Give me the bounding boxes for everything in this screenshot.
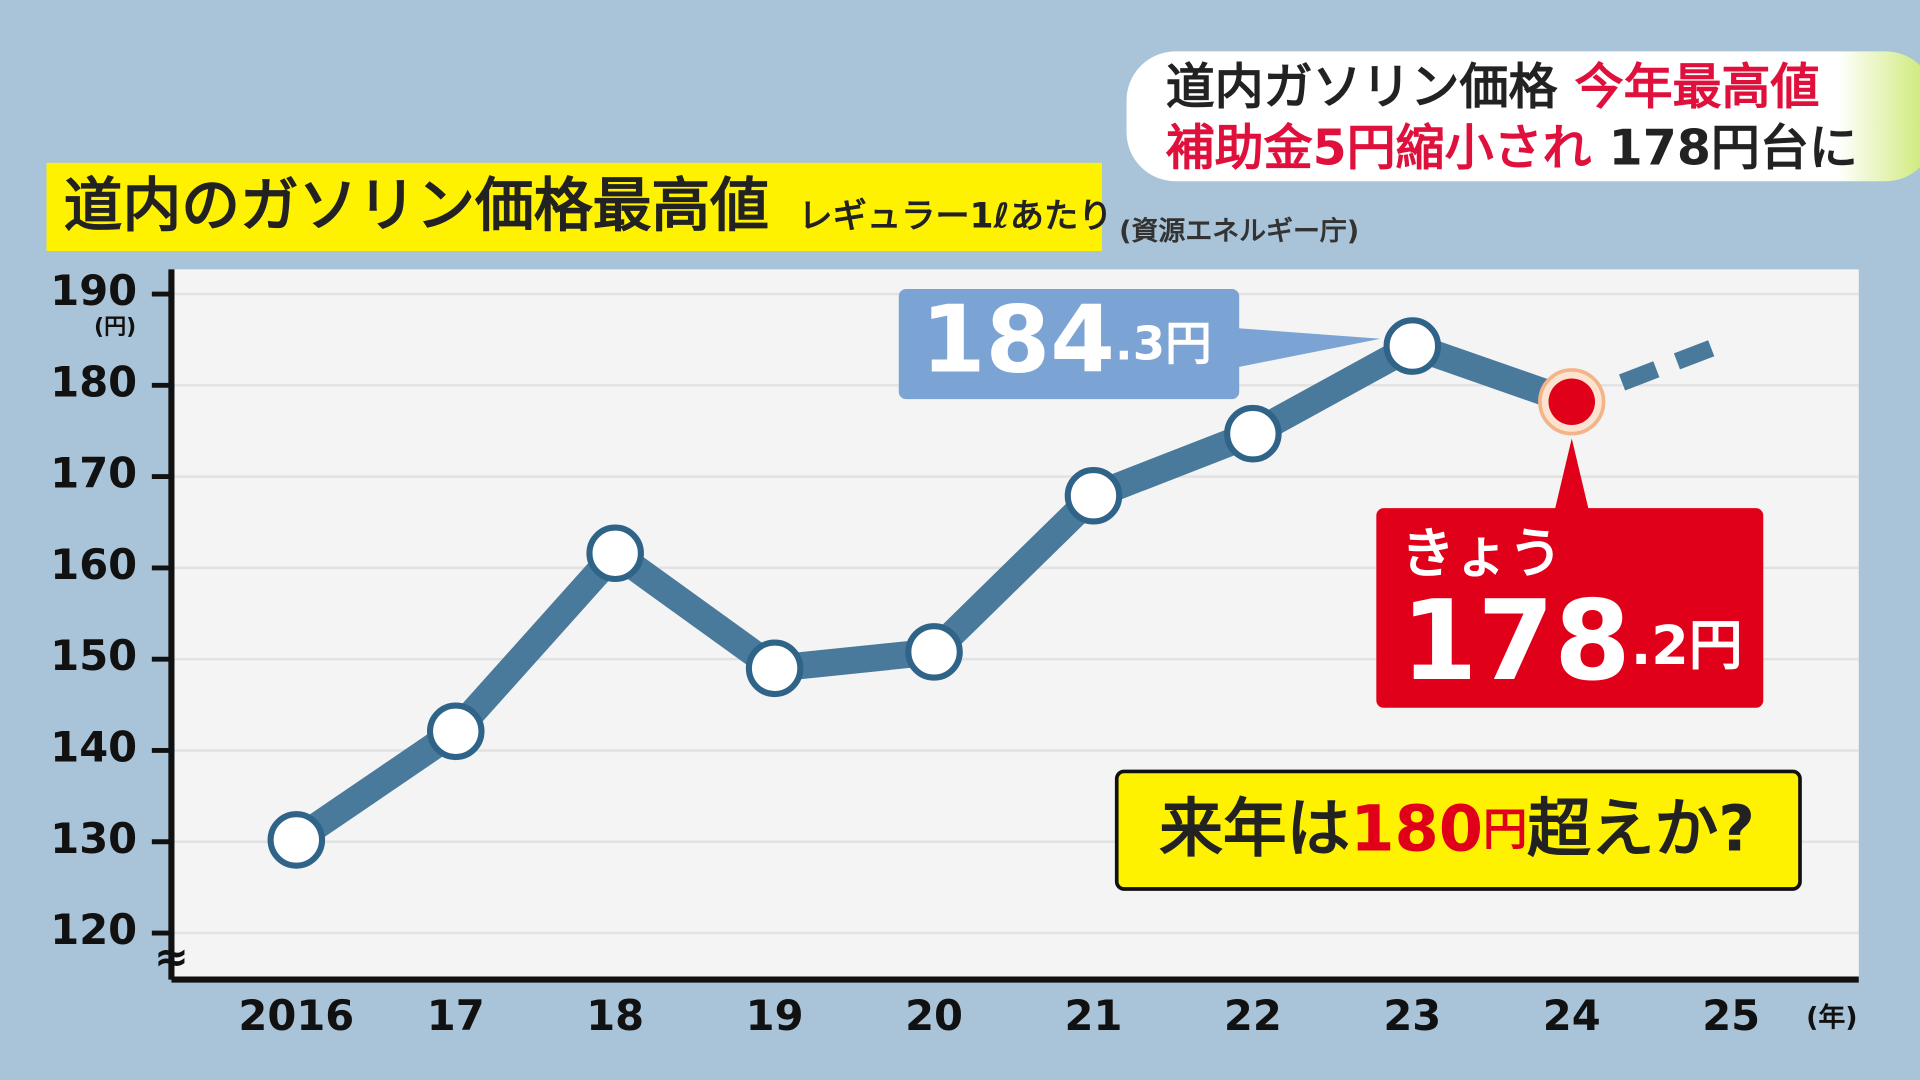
label-main: 178 bbox=[1401, 577, 1631, 705]
chart-subtitle: レギュラー1ℓあたり bbox=[798, 196, 1112, 236]
note-part: 来年は bbox=[1159, 792, 1350, 866]
headline-part: 道内ガソリン価格 bbox=[1166, 58, 1559, 115]
label-sub: .2円 bbox=[1631, 614, 1743, 677]
x-tick-label: 21 bbox=[1065, 991, 1123, 1040]
callout-pointer bbox=[1554, 438, 1589, 511]
data-point bbox=[905, 623, 963, 681]
y-tick-label: 190 bbox=[50, 266, 137, 315]
y-axis-label: (円) bbox=[94, 315, 136, 340]
note-part: 超えか? bbox=[1527, 792, 1755, 866]
x-tick-label: 22 bbox=[1224, 991, 1282, 1040]
x-axis-label: (年) bbox=[1806, 1001, 1858, 1033]
title-box bbox=[46, 162, 1103, 252]
data-point bbox=[586, 524, 644, 583]
callout-pointer bbox=[1236, 328, 1381, 368]
x-tick-label: 24 bbox=[1543, 991, 1601, 1040]
y-tick-label: 140 bbox=[50, 722, 137, 771]
x-tick-label: 20 bbox=[905, 991, 963, 1040]
value-label: 178.2円 bbox=[1401, 577, 1743, 705]
headline-part: 178円台に bbox=[1609, 119, 1858, 176]
y-tick-label: 150 bbox=[50, 631, 137, 680]
chart-title: 道内のガソリン価格最高値 bbox=[64, 170, 769, 239]
x-tick-label: 18 bbox=[586, 991, 644, 1040]
x-tick-label: 19 bbox=[746, 991, 804, 1040]
y-tick-label: 170 bbox=[50, 449, 137, 498]
label-sub: .3円 bbox=[1115, 316, 1212, 370]
x-tick-label: 25 bbox=[1702, 991, 1760, 1040]
note-part: 円 bbox=[1483, 805, 1527, 856]
headline-line: 道内ガソリン価格 今年最高値 bbox=[1166, 58, 1820, 115]
data-point bbox=[745, 639, 804, 698]
note-box bbox=[1114, 769, 1802, 891]
y-tick-label: 180 bbox=[50, 357, 137, 406]
value-box bbox=[898, 288, 1240, 400]
axis-break: ≈ bbox=[154, 932, 189, 981]
x-tick-label: 17 bbox=[427, 991, 485, 1040]
headline-part: 今年最高値 bbox=[1575, 58, 1820, 115]
data-point bbox=[1224, 404, 1282, 463]
today-point bbox=[1548, 378, 1596, 426]
label-main: 184 bbox=[921, 286, 1115, 394]
forecast-note: 来年は180円超えか? bbox=[1159, 792, 1755, 866]
headline-banner bbox=[1126, 51, 1920, 182]
data-point bbox=[1383, 317, 1442, 375]
x-tick-label: 23 bbox=[1383, 991, 1441, 1040]
source: (資源エネルギー庁) bbox=[1119, 215, 1359, 247]
y-tick-label: 160 bbox=[50, 540, 137, 589]
x-tick-label: 2016 bbox=[238, 991, 354, 1040]
data-point bbox=[1064, 467, 1123, 525]
headline-line: 補助金5円縮小され 178円台に bbox=[1166, 119, 1858, 176]
y-tick-label: 120 bbox=[50, 905, 137, 954]
today-box bbox=[1376, 508, 1764, 708]
note-part: 180 bbox=[1350, 792, 1483, 866]
data-point bbox=[267, 811, 326, 869]
today-label: きょう bbox=[1401, 522, 1563, 585]
value-label: 184.3円 bbox=[921, 286, 1212, 394]
y-tick-label: 130 bbox=[50, 814, 137, 863]
data-point bbox=[426, 702, 485, 761]
headline-part: 補助金5円縮小され bbox=[1166, 119, 1592, 176]
